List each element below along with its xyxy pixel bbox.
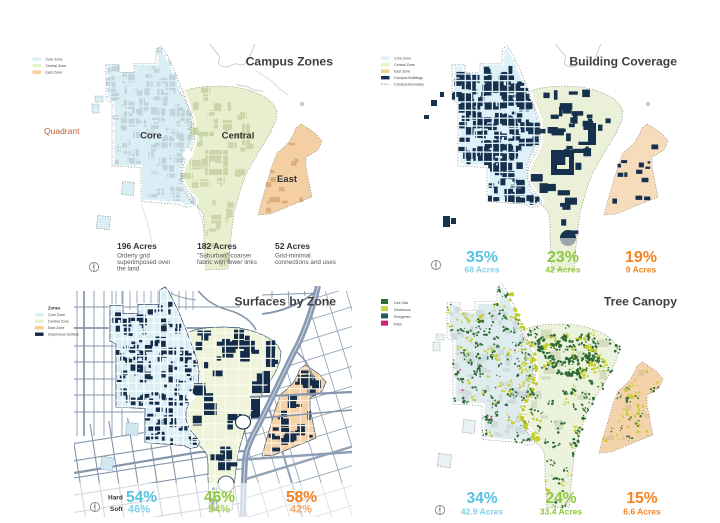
svg-text:Central Zone: Central Zone bbox=[394, 63, 415, 67]
svg-text:East Zone: East Zone bbox=[48, 326, 64, 330]
svg-text:23%: 23% bbox=[547, 249, 579, 266]
svg-text:58%: 58% bbox=[286, 489, 317, 506]
svg-text:Evergreen: Evergreen bbox=[394, 315, 411, 319]
svg-text:Campus Zones: Campus Zones bbox=[246, 55, 334, 69]
svg-text:Core Zone: Core Zone bbox=[46, 58, 63, 62]
svg-text:Soft: Soft bbox=[110, 506, 123, 513]
svg-text:Deciduous: Deciduous bbox=[394, 308, 411, 312]
svg-text:Surfaces by Zone: Surfaces by Zone bbox=[234, 295, 336, 309]
svg-text:52 Acres: 52 Acres bbox=[275, 241, 310, 251]
svg-text:34%: 34% bbox=[466, 490, 497, 507]
svg-text:9 Acres: 9 Acres bbox=[626, 265, 657, 275]
svg-text:42.9 Acres: 42.9 Acres bbox=[461, 507, 503, 517]
svg-text:East: East bbox=[277, 174, 298, 185]
svg-text:fabric with fewer links: fabric with fewer links bbox=[197, 259, 257, 266]
svg-text:Core Zone: Core Zone bbox=[48, 313, 65, 317]
svg-text:46%: 46% bbox=[128, 504, 150, 516]
svg-text:42 Acres: 42 Acres bbox=[545, 265, 580, 275]
svg-text:35%: 35% bbox=[466, 249, 498, 266]
svg-text:Campus Boundary: Campus Boundary bbox=[394, 83, 424, 87]
svg-text:54%: 54% bbox=[126, 489, 157, 506]
svg-text:Quadrant: Quadrant bbox=[44, 126, 80, 136]
svg-text:Tree Canopy: Tree Canopy bbox=[604, 295, 677, 309]
svg-text:the land: the land bbox=[117, 266, 140, 273]
svg-text:54%: 54% bbox=[208, 504, 230, 516]
svg-text:East Zone: East Zone bbox=[46, 71, 62, 75]
svg-text:33.4 Acres: 33.4 Acres bbox=[540, 507, 582, 517]
svg-text:"Suburban" coarser: "Suburban" coarser bbox=[197, 253, 252, 260]
svg-text:15%: 15% bbox=[626, 490, 657, 507]
svg-text:superimposed over: superimposed over bbox=[117, 259, 171, 266]
svg-text:182 Acres: 182 Acres bbox=[197, 241, 237, 251]
svg-text:Building Coverage: Building Coverage bbox=[569, 55, 677, 69]
svg-text:46%: 46% bbox=[204, 489, 235, 506]
svg-text:connections and uses: connections and uses bbox=[275, 259, 336, 266]
svg-text:Core: Core bbox=[140, 131, 162, 142]
svg-text:Zones: Zones bbox=[48, 305, 61, 310]
svg-text:Orderly grid: Orderly grid bbox=[117, 253, 150, 260]
svg-text:196 Acres: 196 Acres bbox=[117, 241, 157, 251]
svg-text:Central: Central bbox=[222, 131, 255, 142]
svg-text:24%: 24% bbox=[545, 490, 576, 507]
svg-text:68 Acres: 68 Acres bbox=[464, 265, 499, 275]
svg-text:East Zone: East Zone bbox=[394, 70, 410, 74]
svg-text:Campus Buildings: Campus Buildings bbox=[394, 76, 423, 80]
svg-text:42%: 42% bbox=[290, 504, 312, 516]
svg-text:Palm: Palm bbox=[394, 322, 402, 326]
svg-text:Core Zone: Core Zone bbox=[394, 57, 411, 61]
svg-text:Hard: Hard bbox=[108, 495, 123, 502]
svg-text:Grid-minimal: Grid-minimal bbox=[275, 253, 311, 260]
svg-text:Impervious Surface: Impervious Surface bbox=[48, 333, 79, 337]
svg-text:19%: 19% bbox=[625, 249, 657, 266]
svg-text:Live Oak: Live Oak bbox=[394, 301, 408, 305]
svg-text:Central Zone: Central Zone bbox=[48, 320, 69, 324]
svg-text:Central Zone: Central Zone bbox=[46, 64, 67, 68]
svg-text:6.6 Acres: 6.6 Acres bbox=[623, 507, 661, 517]
